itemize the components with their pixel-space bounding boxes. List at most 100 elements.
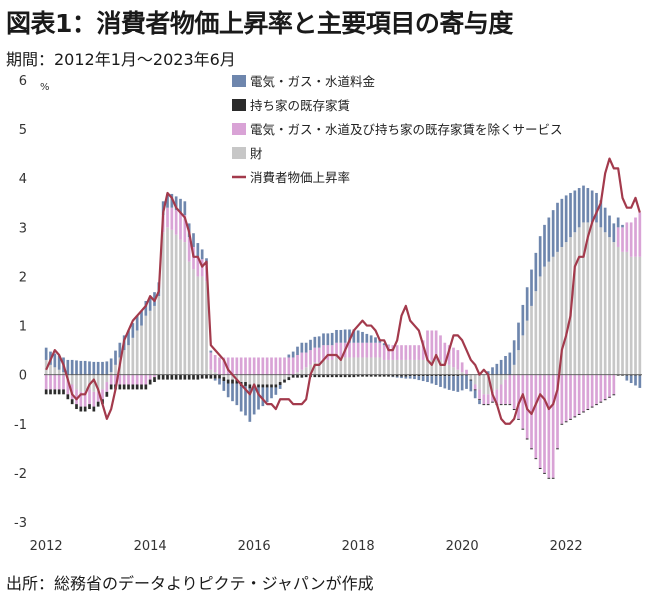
bar-segment-energy — [560, 198, 564, 247]
bar-segment-energy — [131, 323, 135, 338]
bar-segment-rent — [586, 409, 590, 411]
bar-segment-energy — [109, 358, 113, 373]
bar-segment-rent — [322, 374, 325, 378]
bar-segment-energy — [421, 376, 425, 382]
bar-segment-services — [127, 374, 130, 385]
bar-segment-rent — [313, 374, 317, 378]
bar-segment-goods — [92, 374, 96, 392]
bar-segment-rent — [96, 401, 100, 407]
legend-label-rent: 持ち家の既存家賃 — [250, 98, 350, 113]
bar-segment-services — [92, 391, 96, 407]
bar-segment-energy — [252, 387, 256, 415]
bar-segment-rent — [183, 374, 187, 380]
bar-segment-services — [79, 391, 83, 407]
bar-segment-energy — [404, 376, 408, 379]
bar-segment-rent — [378, 374, 382, 377]
bar-segment-energy — [508, 352, 512, 375]
bar-segment-rent — [348, 374, 351, 378]
bar-segment-services — [421, 340, 425, 360]
bar-segment-rent — [517, 418, 520, 420]
bar-segment-goods — [148, 310, 152, 375]
bar-segment-services — [634, 217, 637, 257]
bar-segment-energy — [365, 333, 369, 343]
legend-label-goods: 財 — [250, 146, 263, 161]
bar-segment-rent — [577, 413, 581, 415]
bar-segment-goods — [330, 359, 334, 375]
legend-label-services: 電気・ガス・水道及び持ち家の既存家賃を除くサービス — [250, 122, 563, 137]
bar-segment-rent — [75, 404, 78, 410]
bar-segment-rent — [508, 404, 512, 406]
bar-segment-energy — [534, 252, 538, 292]
bar-segment-goods — [122, 350, 126, 375]
bar-segment-energy — [443, 376, 447, 389]
y-tick-label: 0 — [19, 369, 27, 384]
bar-segment-rent — [278, 382, 282, 385]
bar-segment-services — [521, 374, 525, 429]
y-tick-label: -1 — [14, 418, 27, 433]
y-tick-label: 4 — [19, 172, 27, 187]
bar-segment-goods — [239, 374, 243, 383]
bar-segment-rent — [512, 409, 516, 411]
bar-segment-goods — [434, 359, 438, 375]
bar-segment-energy — [53, 353, 57, 368]
bar-segment-goods — [248, 374, 252, 385]
bar-segment-rent — [291, 374, 295, 378]
bar-segment-rent — [382, 374, 386, 377]
x-tick-label: 2012 — [30, 539, 63, 554]
bar-segment-services — [239, 357, 243, 375]
bar-segment-goods — [244, 374, 247, 383]
bar-segment-rent — [456, 374, 460, 377]
bar-segment-services — [348, 342, 351, 358]
x-tick-label: 2016 — [238, 539, 271, 554]
bar-segment-goods — [608, 237, 611, 375]
bar-segment-energy — [504, 356, 507, 375]
bar-segment-services — [473, 384, 477, 390]
bar-segment-services — [261, 357, 265, 375]
bar-segment-energy — [183, 201, 187, 216]
bar-segment-services — [148, 374, 152, 380]
bar-segment-goods — [300, 369, 304, 375]
y-axis: 6 5 4 3 2 1 0 -1 -2 -3 — [14, 74, 27, 531]
bar-segment-services — [629, 222, 633, 257]
bar-segment-energy — [274, 387, 278, 395]
bar-segment-goods — [473, 374, 477, 385]
bar-segment-goods — [348, 357, 351, 375]
bar-segment-rent — [634, 374, 637, 376]
bar-segment-rent — [573, 416, 577, 418]
bar-segment-goods — [586, 222, 590, 375]
bar-segment-services — [313, 347, 317, 363]
bar-segment-goods — [456, 369, 460, 375]
bar-segment-goods — [352, 357, 356, 375]
legend-label-cpi: 消費者物価上昇率 — [250, 170, 350, 185]
bar-segment-energy — [556, 202, 559, 252]
bar-segment-goods — [140, 325, 143, 375]
bar-segment-services — [538, 374, 542, 468]
bar-segment-rent — [66, 394, 70, 400]
bar-segment-services — [612, 374, 616, 395]
bar-segment-energy — [582, 185, 585, 223]
bar-segment-goods — [166, 227, 169, 375]
bar-segment-services — [573, 374, 577, 417]
bar-segment-goods — [504, 374, 507, 380]
bar-segment-services — [196, 256, 200, 277]
bar-segment-services — [534, 374, 538, 459]
bar-segment-services — [434, 330, 438, 360]
period-subtitle: 期間：2012年1月～2023年6月 — [6, 50, 236, 69]
bar-segment-goods — [408, 359, 412, 375]
bar-segment-services — [257, 357, 260, 375]
bar-segment-energy — [460, 375, 464, 391]
bar-segment-goods — [599, 227, 603, 375]
bar-segment-goods — [395, 359, 399, 375]
bar-segment-goods — [595, 222, 598, 375]
bar-segment-rent — [603, 399, 607, 401]
bar-segment-rent — [595, 404, 598, 406]
bar-segment-services — [291, 357, 295, 375]
bar-segment-energy — [473, 390, 477, 399]
bar-segment-rent — [421, 374, 425, 377]
bar-segment-services — [495, 389, 499, 405]
bar-segment-goods — [257, 374, 260, 385]
bar-segment-services — [382, 345, 386, 360]
bar-segment-energy — [209, 350, 213, 353]
bar-segment-goods — [144, 315, 148, 375]
bar-segment-rent — [213, 374, 217, 379]
